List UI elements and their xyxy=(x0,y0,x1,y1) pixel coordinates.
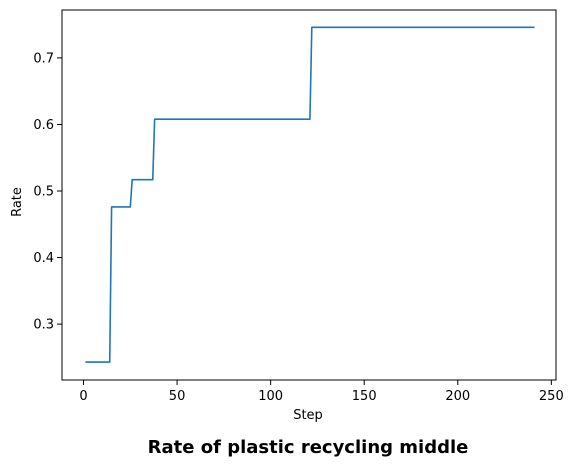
y-tick-label: 0.7 xyxy=(33,51,54,66)
plot-area xyxy=(61,9,557,381)
y-axis: 0.3 0.4 0.5 0.6 0.7 xyxy=(33,51,62,333)
x-tick-label: 50 xyxy=(169,389,186,404)
series-line-0 xyxy=(85,26,535,363)
x-tick-label: 200 xyxy=(445,389,470,404)
y-axis-label: Rate xyxy=(10,187,25,217)
x-tick-label: 100 xyxy=(258,389,283,404)
x-tick-label: 250 xyxy=(539,389,564,404)
plot-frame xyxy=(61,9,557,381)
y-tick-label: 0.6 xyxy=(33,118,54,133)
y-tick-label: 0.5 xyxy=(33,185,54,200)
chart-title: Rate of plastic recycling middle xyxy=(148,437,469,458)
x-tick-label: 0 xyxy=(79,389,87,404)
x-axis-label: Step xyxy=(293,408,323,423)
y-tick-label: 0.3 xyxy=(33,318,54,333)
x-tick-label: 150 xyxy=(352,389,377,404)
x-axis: 0 50 100 150 200 250 xyxy=(79,380,564,404)
y-tick-label: 0.4 xyxy=(33,251,54,266)
